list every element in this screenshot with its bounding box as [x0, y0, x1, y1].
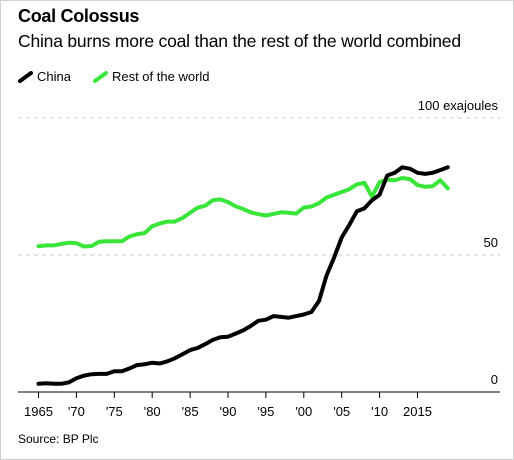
x-tick-label-2015: 2015	[403, 404, 432, 419]
x-tick-label-1980: '80	[144, 404, 161, 419]
series-line-rest-of-world	[36, 176, 450, 249]
source-note: Source: BP Plc	[18, 432, 99, 446]
x-tick-label-2000: '00	[295, 404, 312, 419]
chart-title: Coal Colossus	[18, 6, 140, 26]
legend-item-china: China	[18, 69, 71, 84]
legend-label-rest: Rest of the world	[111, 69, 210, 84]
line-chart: 0 50 100 exajoules 1965 '70 '75 '80 '85 '90 '95 '0…	[18, 98, 500, 419]
x-tick-label-1985: '85	[182, 404, 199, 419]
x-tick-label-1965: 1965	[24, 404, 53, 419]
legend-item-rest: Rest of the world	[92, 69, 210, 84]
y-tick-label-100: 100 exajoules	[418, 98, 499, 113]
legend: China Rest of the world	[18, 69, 232, 84]
x-tick-label-1990: '90	[220, 404, 237, 419]
x-tick-label-1995: '95	[257, 404, 274, 419]
legend-swatch-china	[18, 70, 33, 83]
chart-subtitle: China burns more coal than the rest of t…	[18, 31, 461, 51]
x-tick-label-1975: '75	[106, 404, 123, 419]
y-tick-label-50: 50	[484, 235, 498, 250]
series-line-china	[36, 165, 450, 386]
x-tick-label-2010: '10	[371, 404, 388, 419]
legend-swatch-rest	[92, 70, 108, 83]
legend-label-china: China	[37, 69, 71, 84]
x-tick-label-2005: '05	[333, 404, 350, 419]
y-tick-label-0: 0	[491, 372, 498, 387]
x-tick-label-1970: '70	[68, 404, 85, 419]
